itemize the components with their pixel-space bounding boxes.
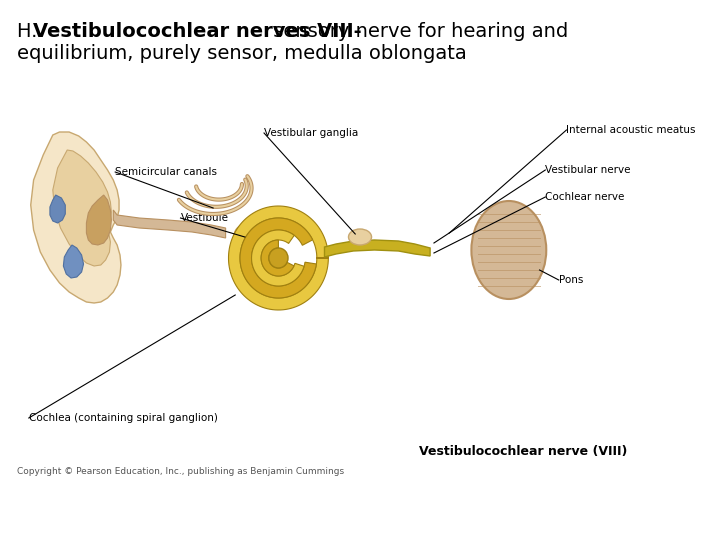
Text: Vestibular ganglia: Vestibular ganglia: [264, 128, 359, 138]
Ellipse shape: [234, 224, 261, 246]
Text: Pons: Pons: [559, 275, 583, 285]
Polygon shape: [251, 230, 304, 286]
Polygon shape: [86, 195, 112, 245]
Text: Semicircular canals: Semicircular canals: [115, 167, 217, 177]
Text: Vestibule: Vestibule: [181, 213, 228, 223]
Ellipse shape: [472, 201, 546, 299]
Polygon shape: [261, 240, 294, 276]
Text: Internal acoustic meatus: Internal acoustic meatus: [567, 125, 696, 135]
Polygon shape: [240, 218, 316, 298]
Circle shape: [269, 248, 288, 268]
Polygon shape: [53, 150, 112, 266]
Polygon shape: [63, 245, 84, 278]
Polygon shape: [113, 210, 225, 238]
Polygon shape: [228, 206, 328, 310]
Text: H.: H.: [17, 22, 44, 41]
Ellipse shape: [348, 229, 372, 245]
Polygon shape: [325, 240, 430, 257]
Text: Vestibular nerve: Vestibular nerve: [545, 165, 631, 175]
Polygon shape: [50, 195, 66, 223]
Text: equilibrium, purely sensor, medulla oblongata: equilibrium, purely sensor, medulla oblo…: [17, 44, 467, 63]
Text: Cochlea (containing spiral ganglion): Cochlea (containing spiral ganglion): [29, 413, 217, 423]
Text: Vestibulocochlear nerves VIII-: Vestibulocochlear nerves VIII-: [32, 22, 361, 41]
Text: Vestibulocochlear nerve (VIII): Vestibulocochlear nerve (VIII): [419, 445, 627, 458]
Polygon shape: [31, 132, 121, 303]
Text: Cochlear nerve: Cochlear nerve: [545, 192, 625, 202]
Text: Copyright © Pearson Education, Inc., publishing as Benjamin Cummings: Copyright © Pearson Education, Inc., pub…: [17, 467, 344, 476]
Text: sensory nerve for hearing and: sensory nerve for hearing and: [267, 22, 568, 41]
